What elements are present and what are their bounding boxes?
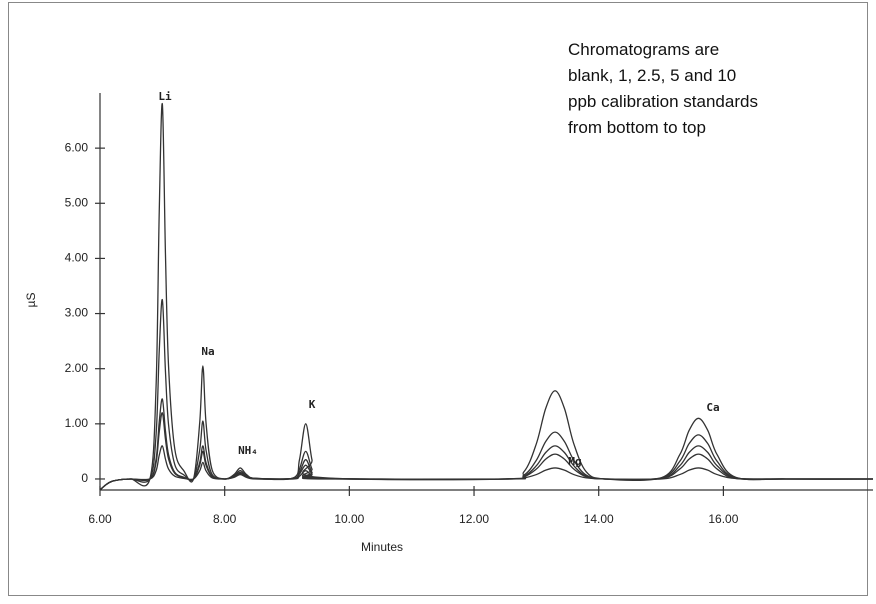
y-tick-label: 1.00 — [65, 416, 89, 430]
note-line: ppb calibration standards — [568, 92, 758, 111]
x-tick-label: 12.00 — [459, 512, 489, 526]
x-axis-label: Minutes — [361, 540, 403, 554]
peak-label: K — [309, 398, 316, 411]
y-tick-label: 3.00 — [65, 306, 89, 320]
peak-label: Ca — [706, 401, 719, 414]
peak-label: Li — [158, 90, 172, 103]
chromatogram-line — [99, 445, 874, 491]
chromatogram-line — [99, 103, 874, 491]
x-tick-label: 10.00 — [334, 512, 364, 526]
y-axis-label: µS — [24, 293, 38, 308]
x-tick-label: 6.00 — [88, 512, 112, 526]
y-tick-label: 6.00 — [65, 140, 89, 154]
note-line: Chromatograms are — [568, 40, 719, 59]
x-tick-label: 14.00 — [584, 512, 614, 526]
note-line: blank, 1, 2.5, 5 and 10 — [568, 66, 736, 85]
x-tick-label: 16.00 — [708, 512, 738, 526]
peak-label: NH₄ — [238, 444, 258, 457]
peak-label: Mg — [568, 455, 581, 468]
note-line: from bottom to top — [568, 118, 706, 137]
y-tick-label: 5.00 — [65, 195, 89, 209]
y-tick-label: 4.00 — [65, 251, 89, 265]
frame — [8, 2, 868, 596]
y-tick-label: 0 — [81, 471, 88, 485]
peak-label: Na — [201, 345, 214, 358]
x-tick-label: 8.00 — [213, 512, 237, 526]
chromatogram-line — [99, 299, 874, 491]
y-tick-label: 2.00 — [65, 361, 89, 375]
